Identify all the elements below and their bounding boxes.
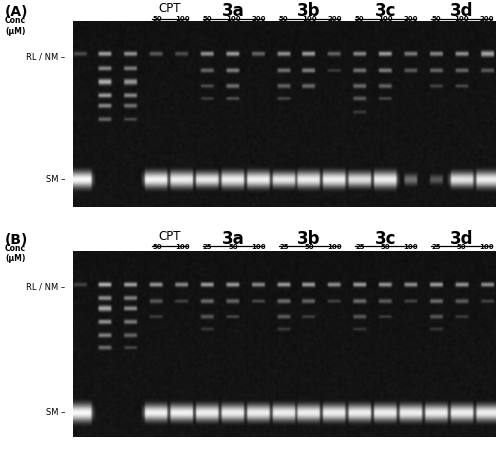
- Text: 3: 3: [128, 23, 135, 32]
- Text: 9: 9: [280, 23, 287, 32]
- Text: 3a: 3a: [222, 2, 244, 20]
- Text: 3d: 3d: [450, 230, 473, 248]
- Text: 9: 9: [280, 251, 287, 259]
- Text: (B): (B): [5, 232, 28, 246]
- Text: 200: 200: [404, 16, 418, 22]
- Text: 50: 50: [152, 244, 162, 250]
- Text: 8: 8: [256, 23, 262, 32]
- Text: 100: 100: [251, 244, 266, 250]
- Text: 2: 2: [103, 251, 110, 259]
- Text: 100: 100: [175, 16, 190, 22]
- Text: 100: 100: [226, 16, 240, 22]
- Text: 3b: 3b: [298, 2, 321, 20]
- Text: 25: 25: [355, 244, 364, 250]
- Text: 5: 5: [179, 23, 186, 32]
- Text: 50: 50: [355, 16, 364, 22]
- Text: CPT: CPT: [158, 230, 181, 243]
- Text: 3b: 3b: [298, 230, 321, 248]
- Text: 100: 100: [378, 16, 392, 22]
- Text: (A): (A): [5, 5, 28, 19]
- Text: RL / NM –: RL / NM –: [26, 52, 65, 61]
- Text: 50: 50: [152, 16, 162, 22]
- Text: 3c: 3c: [374, 2, 396, 20]
- Text: 10: 10: [303, 23, 316, 32]
- Text: 25: 25: [203, 244, 212, 250]
- Text: 100: 100: [302, 16, 316, 22]
- Text: 50: 50: [279, 16, 288, 22]
- Text: RL / NM –: RL / NM –: [26, 282, 65, 292]
- Text: 25: 25: [431, 244, 440, 250]
- Text: 50: 50: [203, 16, 212, 22]
- Text: 50: 50: [431, 16, 440, 22]
- Text: 5: 5: [179, 251, 186, 259]
- Text: 7: 7: [230, 23, 236, 32]
- Text: 7: 7: [230, 251, 236, 259]
- Text: 1: 1: [78, 251, 84, 259]
- Text: SM –: SM –: [46, 174, 65, 184]
- Text: 14: 14: [404, 251, 417, 259]
- Text: 16: 16: [455, 23, 468, 32]
- Text: 13: 13: [379, 23, 392, 32]
- Text: 17: 17: [480, 251, 493, 259]
- Text: 25: 25: [279, 244, 288, 250]
- Text: 14: 14: [404, 23, 417, 32]
- Text: Conc
(μM): Conc (μM): [5, 244, 26, 263]
- Text: 12: 12: [354, 23, 366, 32]
- Text: 15: 15: [430, 251, 442, 259]
- Text: 16: 16: [455, 251, 468, 259]
- Text: 100: 100: [454, 16, 468, 22]
- Text: 4: 4: [154, 251, 160, 259]
- Text: 2: 2: [103, 23, 110, 32]
- Text: 3d: 3d: [450, 2, 473, 20]
- Text: 4: 4: [154, 23, 160, 32]
- Text: 6: 6: [204, 23, 211, 32]
- Text: 50: 50: [380, 244, 390, 250]
- Text: 50: 50: [304, 244, 314, 250]
- Text: 50: 50: [228, 244, 238, 250]
- Text: 10: 10: [303, 251, 316, 259]
- Text: 3a: 3a: [222, 230, 244, 248]
- Text: 8: 8: [256, 251, 262, 259]
- Text: 100: 100: [479, 244, 494, 250]
- Text: 12: 12: [354, 251, 366, 259]
- Text: 15: 15: [430, 23, 442, 32]
- Text: Conc
(μM): Conc (μM): [5, 16, 26, 36]
- Text: 6: 6: [204, 251, 211, 259]
- Text: 200: 200: [480, 16, 494, 22]
- Text: 100: 100: [403, 244, 418, 250]
- Text: 100: 100: [327, 244, 342, 250]
- Text: 3c: 3c: [374, 230, 396, 248]
- Text: 11: 11: [328, 23, 340, 32]
- Text: 1: 1: [78, 23, 84, 32]
- Text: SM –: SM –: [46, 408, 65, 418]
- Text: 13: 13: [379, 251, 392, 259]
- Text: 100: 100: [175, 244, 190, 250]
- Text: 11: 11: [328, 251, 340, 259]
- Text: CPT: CPT: [158, 2, 181, 15]
- Text: 200: 200: [327, 16, 342, 22]
- Text: 3: 3: [128, 251, 135, 259]
- Text: 200: 200: [251, 16, 266, 22]
- Text: 50: 50: [456, 244, 466, 250]
- Text: 17: 17: [480, 23, 493, 32]
